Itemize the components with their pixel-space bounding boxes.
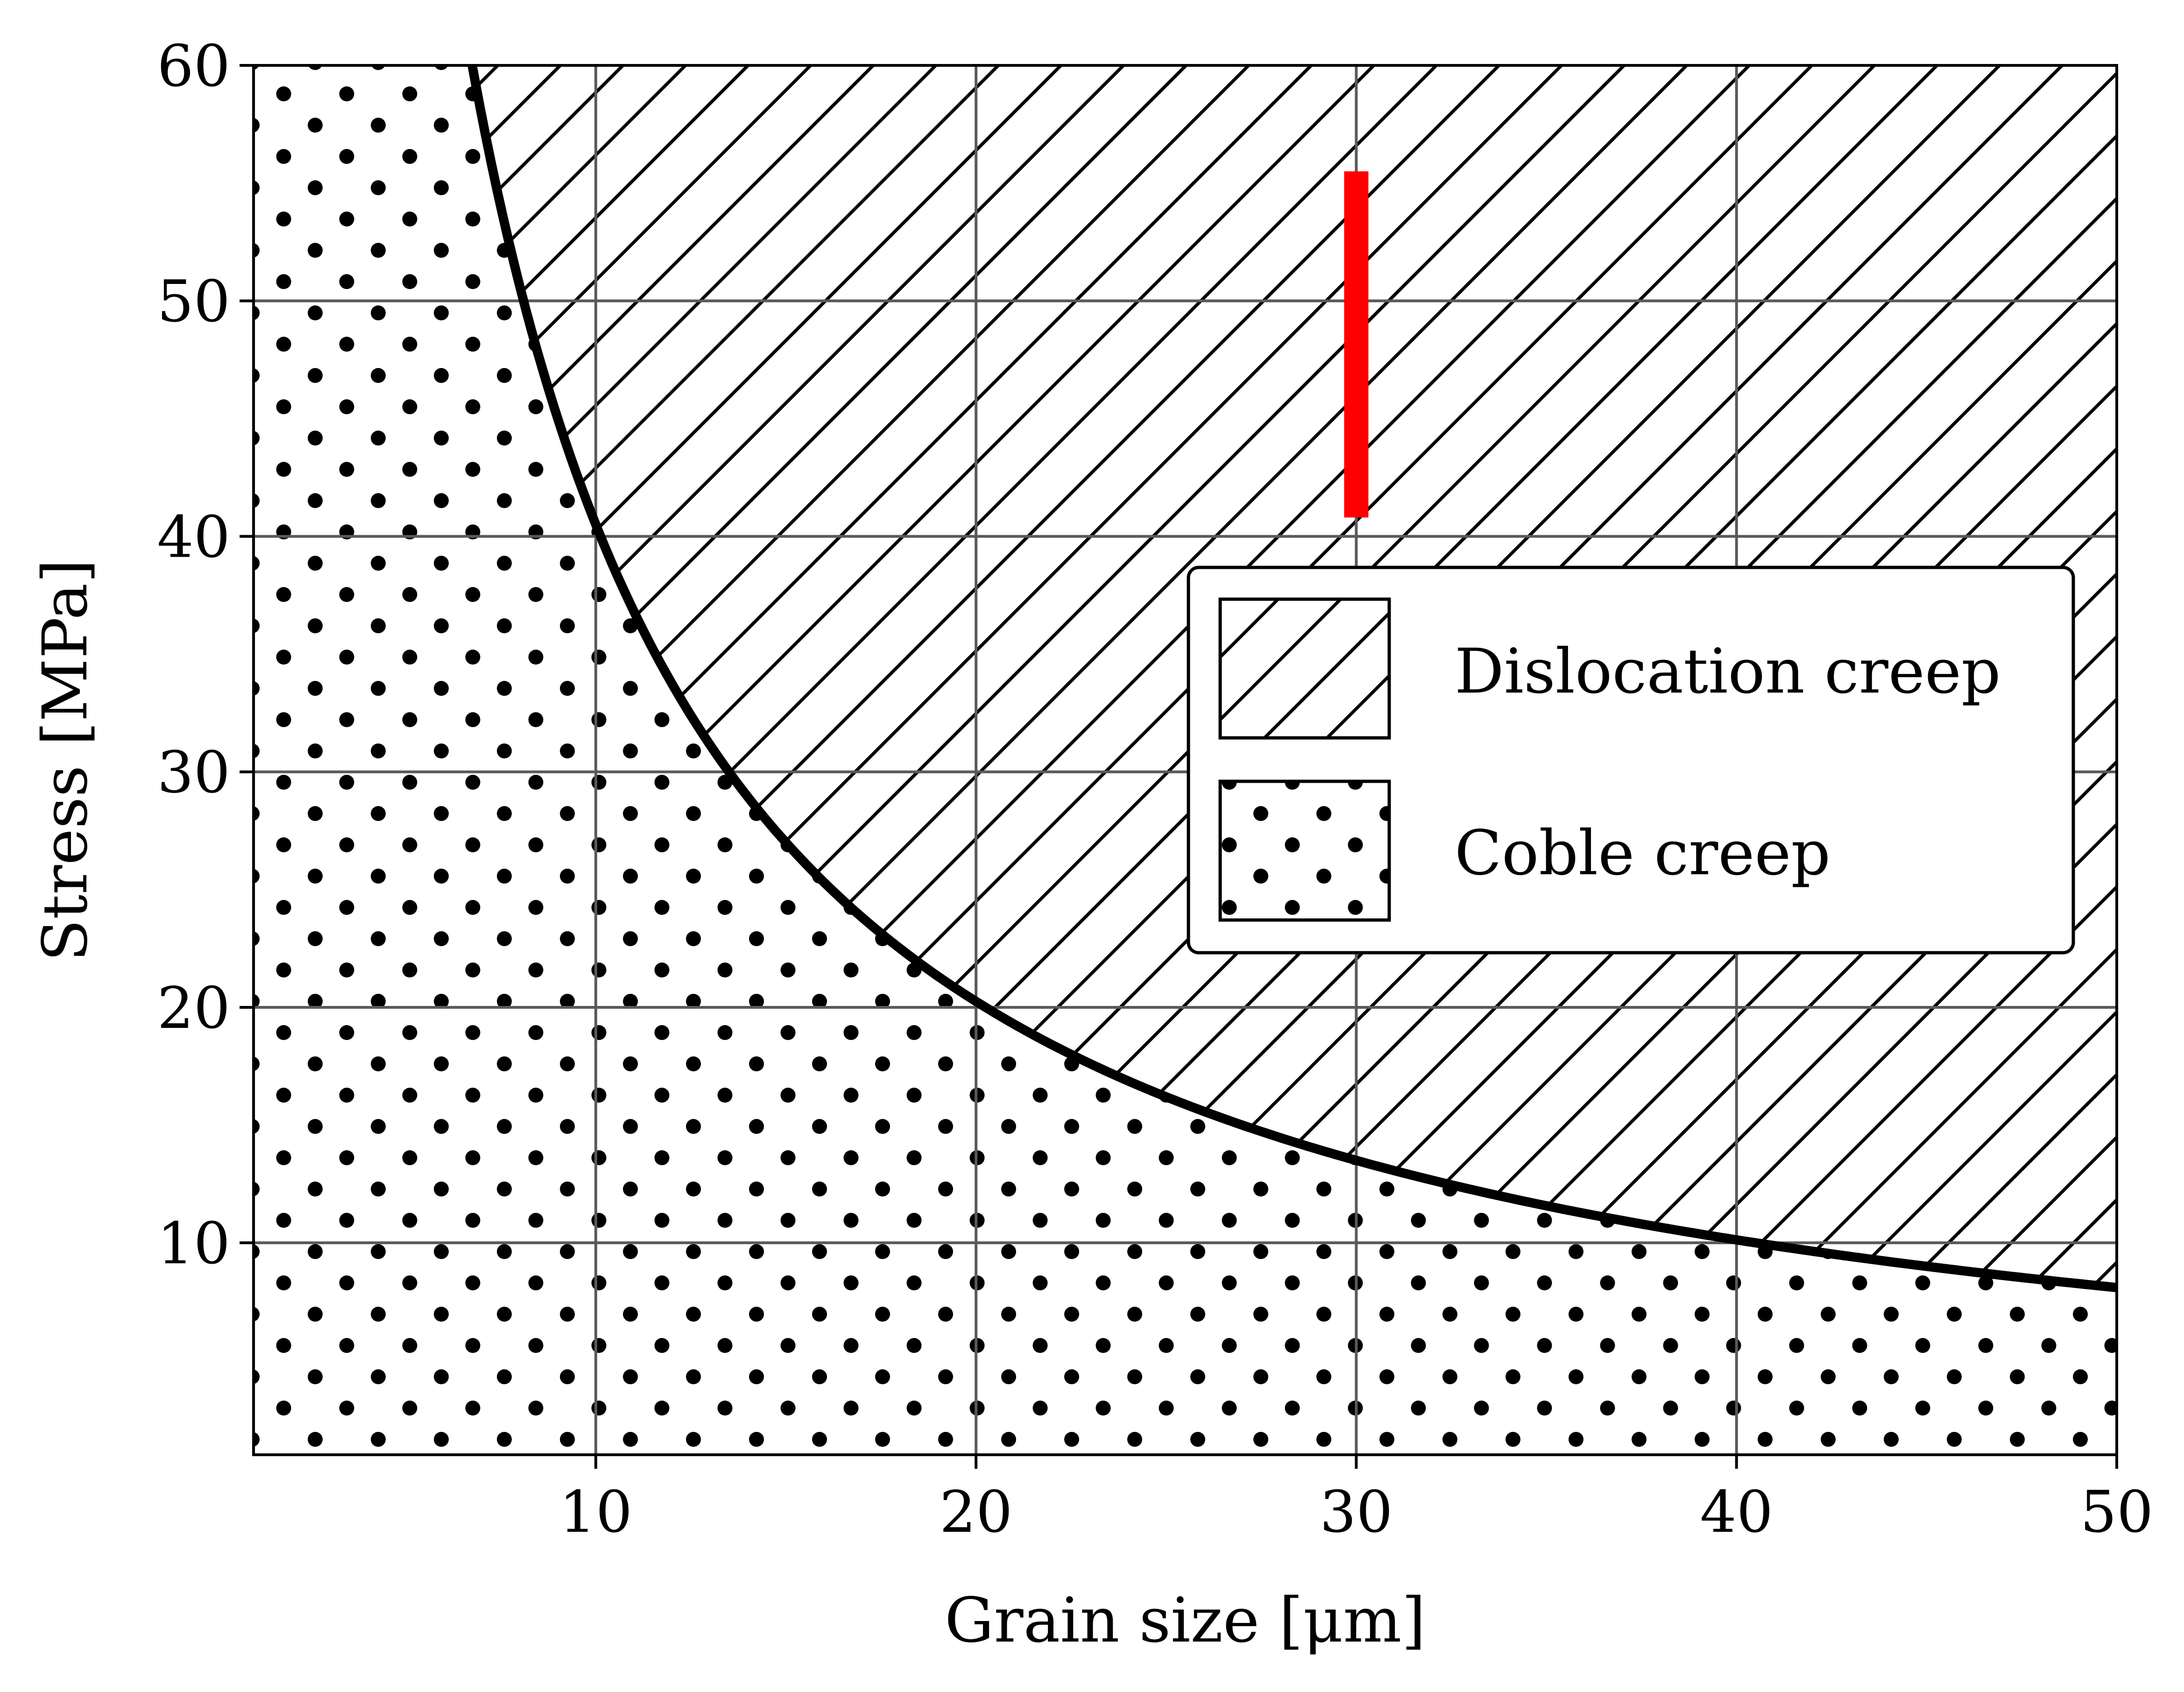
y-tick-label: 20: [157, 975, 230, 1042]
y-tick-label: 50: [157, 269, 230, 335]
legend-swatch-coble: [1218, 779, 1391, 922]
x-tick-label: 20: [940, 1479, 1013, 1546]
y-tick-label: 30: [157, 740, 230, 807]
legend-label-coble: Coble creep: [1455, 817, 1831, 889]
coble-creep-region: [254, 65, 2117, 1455]
y-tick-label: 10: [157, 1211, 230, 1277]
legend-label-dislocation: Dislocation creep: [1455, 636, 2001, 708]
y-axis-label: Stress [MPa]: [29, 559, 101, 962]
x-tick-label: 10: [559, 1479, 633, 1546]
plot-frame: [252, 64, 2118, 1456]
legend: Dislocation creep Coble creep: [1187, 566, 2075, 955]
x-axis-label: Grain size [μm]: [945, 1585, 1426, 1657]
legend-frame: [1187, 566, 2075, 955]
x-tick-label: 30: [1320, 1479, 1393, 1546]
boundary-curve: [467, 65, 2117, 1292]
y-tick-label: 60: [157, 33, 230, 100]
x-tick-label: 50: [2080, 1479, 2154, 1546]
legend-swatch-dislocation: [1218, 597, 1391, 740]
axis-ticks: 10 20 30 40 50 10 20 30 40 50 60: [157, 33, 2153, 1546]
y-tick-label: 40: [157, 504, 230, 571]
x-tick-label: 40: [1700, 1479, 1773, 1546]
